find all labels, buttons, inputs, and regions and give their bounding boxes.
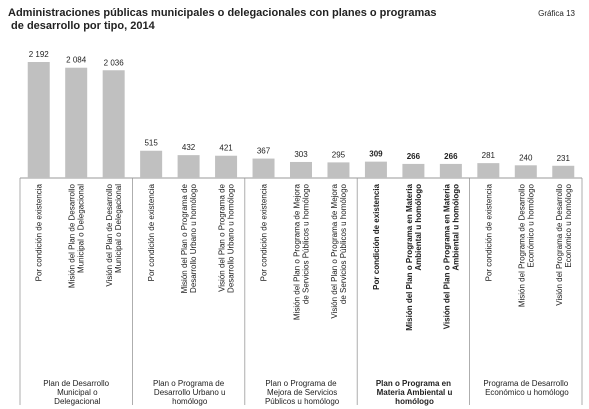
group-label: Programa de Desarrollo Económico u homól… bbox=[483, 379, 569, 397]
value-label: 2 084 bbox=[66, 56, 87, 65]
x-tick-label: Por condición de existencia bbox=[484, 183, 493, 281]
x-tick-label: Misión del Plan o Programa de Mejora de … bbox=[293, 183, 311, 320]
bar bbox=[177, 155, 200, 178]
value-label: 367 bbox=[257, 147, 271, 156]
figure-label: Gráfica 13 bbox=[538, 9, 575, 18]
x-tick-label: Misión del Plan o Programa en Materia Am… bbox=[405, 183, 423, 330]
x-tick-label: Misión del Programa de Desarrollo Económ… bbox=[517, 183, 535, 307]
x-tick-label: Visión del Plan o Programa de Mejora de … bbox=[330, 183, 348, 318]
x-tick-label: Por condición de existencia bbox=[35, 183, 44, 281]
bar bbox=[439, 163, 462, 178]
value-label: 231 bbox=[557, 154, 571, 163]
group-label: Plan o Programa en Materia Ambiental u h… bbox=[374, 379, 452, 406]
bar bbox=[252, 158, 275, 178]
bar bbox=[65, 67, 88, 178]
value-label: 2 036 bbox=[104, 58, 125, 67]
x-tick-label: Misión del Plan o Programa de Desarrollo… bbox=[180, 183, 198, 295]
chart-title: Administraciones públicas municipales o … bbox=[8, 7, 437, 32]
value-label: 281 bbox=[482, 151, 496, 160]
x-tick-label: Misión del Plan de Desarrollo Municipal … bbox=[68, 183, 86, 288]
bar bbox=[552, 165, 575, 178]
value-label: 266 bbox=[407, 152, 421, 161]
value-label: 2 192 bbox=[29, 50, 50, 59]
value-label: 295 bbox=[332, 150, 346, 159]
x-tick-label: Visión del Programa de Desarrollo Económ… bbox=[555, 183, 573, 305]
bar bbox=[290, 161, 312, 178]
value-label: 515 bbox=[144, 139, 158, 148]
x-tick-label: Por condición de existencia bbox=[372, 183, 381, 289]
x-tick-label: Por condición de existencia bbox=[147, 183, 156, 281]
x-tick-label: Por condición de existencia bbox=[260, 183, 269, 281]
value-label: 240 bbox=[519, 153, 533, 162]
value-label: 303 bbox=[294, 150, 308, 159]
bar bbox=[364, 161, 387, 178]
x-tick-label: Visión del Plan de Desarrollo Municipal … bbox=[105, 183, 123, 286]
bar bbox=[27, 62, 50, 178]
bar bbox=[477, 163, 500, 178]
bar bbox=[102, 70, 125, 178]
bar bbox=[140, 150, 163, 178]
x-tick-label: Visión del Plan o Programa de Desarrollo… bbox=[218, 183, 236, 295]
x-tick-label: Visión del Plan o Programa en Materia Am… bbox=[442, 183, 460, 329]
bar bbox=[402, 163, 425, 178]
group-label: Plan o Programa de Desarrollo Urbano u h… bbox=[152, 379, 226, 406]
value-label: 309 bbox=[369, 150, 383, 159]
value-label: 432 bbox=[182, 143, 196, 152]
bar bbox=[327, 162, 350, 178]
group-label: Plan o Programa de Mejora de Servicios P… bbox=[263, 379, 340, 406]
value-label: 421 bbox=[219, 144, 233, 153]
value-label: 266 bbox=[444, 152, 458, 161]
group-label: Plan de Desarrollo Municipal o Delegacio… bbox=[43, 379, 109, 406]
bar bbox=[215, 155, 238, 178]
bar bbox=[514, 165, 537, 178]
